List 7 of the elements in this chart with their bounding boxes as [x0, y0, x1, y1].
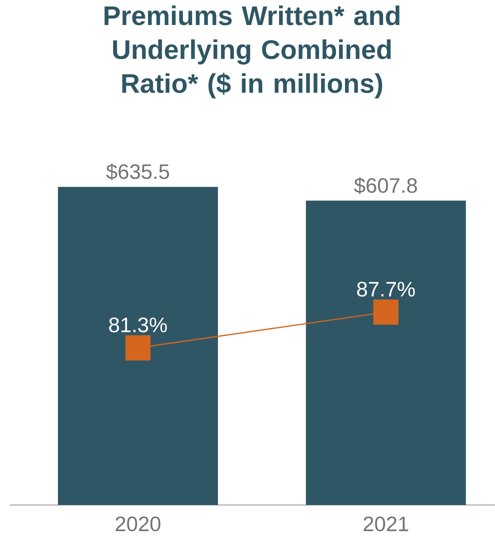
- data-label: $607.8: [354, 177, 417, 194]
- x-tick-label: 2021: [364, 516, 408, 532]
- x-tick-label: 2020: [116, 516, 160, 532]
- data-label: $635.5: [106, 163, 170, 180]
- data-label: 81.3%: [109, 318, 167, 332]
- chart-title: Premiums Written* and Underlying Combined Ratio* ($ in millions): [104, 6, 400, 98]
- data-label: 87.7%: [357, 282, 415, 297]
